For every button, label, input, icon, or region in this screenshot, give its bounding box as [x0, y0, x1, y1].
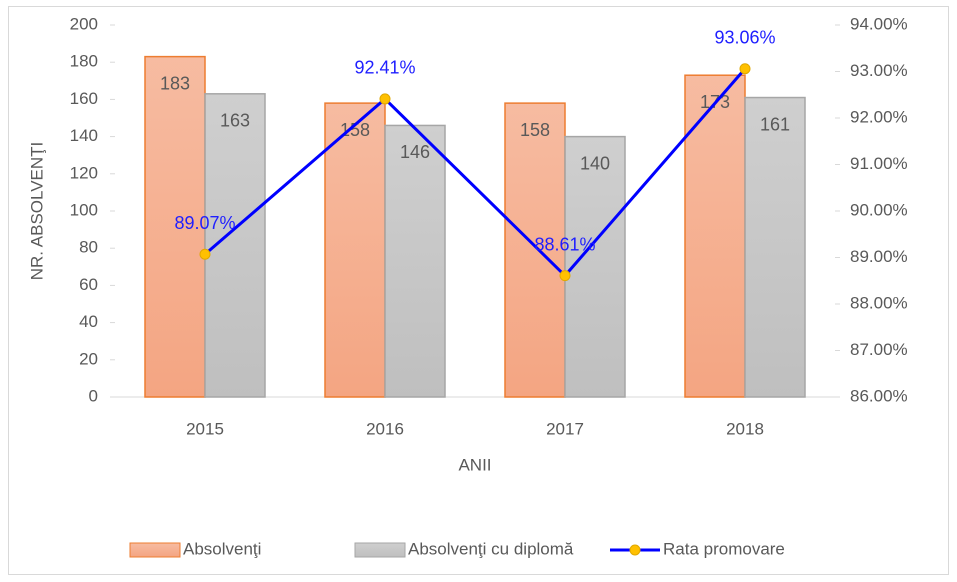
legend-label: Absolvenţi	[183, 539, 261, 558]
y2-tick-label: 87.00%	[850, 340, 908, 359]
y-tick-label: 120	[70, 163, 98, 182]
y-tick-label: 140	[70, 126, 98, 145]
y-tick-label: 200	[70, 14, 98, 33]
y-tick-label: 100	[70, 200, 98, 219]
y-tick-label: 20	[79, 349, 98, 368]
y-tick-label: 80	[79, 238, 98, 257]
x-tick-label: 2018	[726, 419, 764, 438]
data-label: 163	[220, 111, 250, 131]
data-label: 161	[760, 114, 790, 134]
legend-label: Absolvenţi cu diplomă	[408, 539, 574, 558]
y2-tick-label: 90.00%	[850, 200, 908, 219]
line	[204, 67, 747, 278]
data-label: 92.41%	[354, 58, 415, 78]
data-label: 88.61%	[534, 234, 595, 254]
x-tick-label: 2015	[186, 419, 224, 438]
legend-label: Rata promovare	[663, 539, 785, 558]
y2-tick-label: 91.00%	[850, 154, 908, 173]
y2-tick-label: 93.00%	[850, 61, 908, 80]
data-label: 158	[520, 120, 550, 140]
data-label: 89.07%	[174, 213, 235, 233]
line-marker	[559, 270, 571, 282]
bar	[384, 124, 446, 398]
y-tick-label: 160	[70, 89, 98, 108]
y-tick-label: 0	[89, 386, 98, 405]
data-label: 140	[580, 153, 610, 173]
bar	[744, 96, 806, 398]
x-tick-label: 2016	[366, 419, 404, 438]
bar	[324, 102, 386, 398]
x-tick-label: 2017	[546, 419, 584, 438]
line-marker	[739, 63, 751, 75]
line-marker	[379, 93, 391, 105]
y2-tick-label: 92.00%	[850, 107, 908, 126]
y-tick-label: 180	[70, 52, 98, 71]
y-tick-label: 60	[79, 275, 98, 294]
y-axis-title: NR. ABSOLVENŢI	[27, 142, 46, 281]
bar	[504, 102, 566, 398]
x-axis-title: ANII	[458, 455, 491, 474]
bar	[564, 135, 626, 398]
y-tick-label: 40	[79, 312, 98, 331]
y2-tick-label: 86.00%	[850, 386, 908, 405]
y2-tick-label: 94.00%	[850, 14, 908, 33]
bar	[684, 74, 746, 398]
data-label: 93.06%	[714, 27, 775, 47]
legend-swatch	[629, 544, 641, 556]
y2-tick-label: 89.00%	[850, 247, 908, 266]
y2-tick-label: 88.00%	[850, 293, 908, 312]
data-label: 183	[160, 73, 190, 93]
legend-swatch	[354, 542, 406, 558]
line-marker	[199, 248, 211, 260]
data-label: 158	[340, 120, 370, 140]
data-label: 146	[400, 142, 430, 162]
legend-swatch	[129, 542, 181, 558]
